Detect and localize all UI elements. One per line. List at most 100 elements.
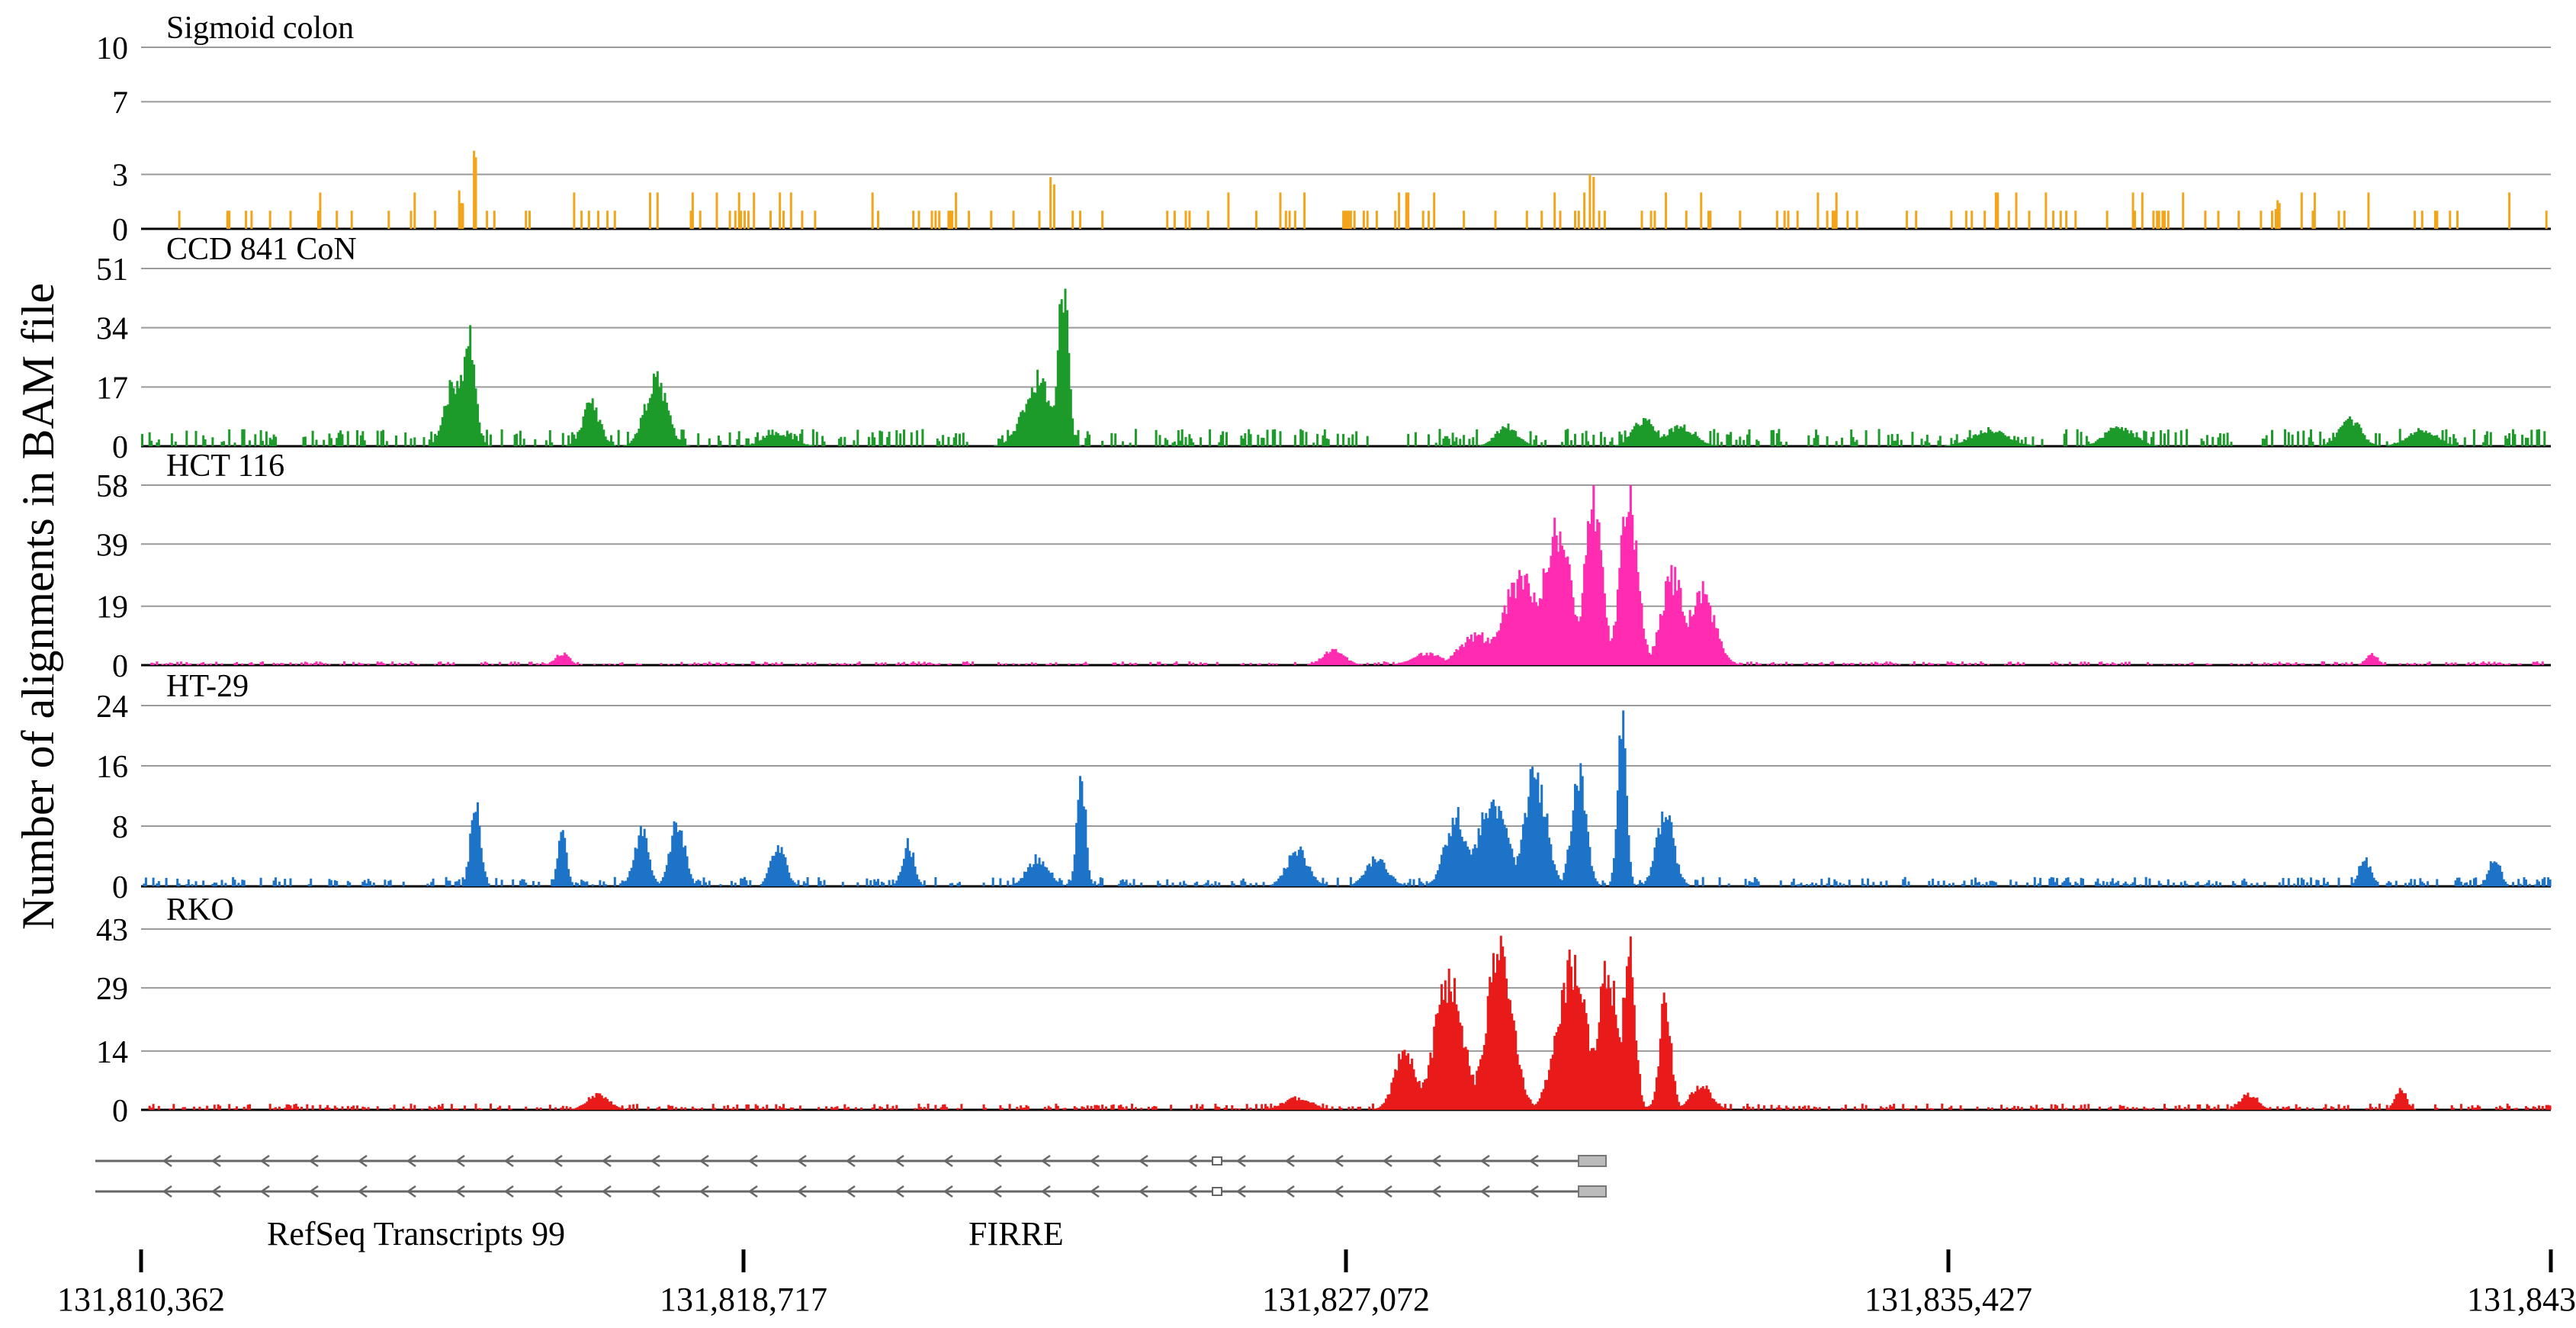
strand-arrow [1284, 1154, 1295, 1168]
strand-arrow [210, 1154, 221, 1168]
exon-box [1212, 1156, 1222, 1166]
strand-arrow [357, 1185, 368, 1198]
y-tick-label: 8 [112, 810, 128, 845]
y-tick-label: 29 [96, 972, 128, 1007]
strand-arrow [1431, 1154, 1441, 1168]
strand-arrow [454, 1154, 465, 1168]
y-tick-label: 16 [96, 750, 128, 785]
y-tick-label: 51 [96, 252, 128, 288]
strand-arrow [1382, 1154, 1392, 1168]
track-name: HT-29 [166, 669, 249, 704]
track-name: HCT 116 [166, 449, 284, 484]
x-tick-label: 131,835,427 [1865, 1281, 2032, 1318]
strand-arrow [991, 1185, 1002, 1198]
y-tick-label: 14 [96, 1035, 128, 1070]
transcript-end [1578, 1155, 1607, 1167]
strand-arrow [1187, 1154, 1197, 1168]
strand-arrow [1187, 1185, 1197, 1198]
coverage-area [150, 485, 2544, 665]
strand-arrow [308, 1185, 319, 1198]
strand-arrow [650, 1154, 660, 1168]
strand-arrow [1284, 1185, 1295, 1198]
strand-arrow [991, 1154, 1002, 1168]
y-tick-label: 0 [112, 1094, 128, 1129]
y-tick-label: 39 [96, 528, 128, 563]
strand-arrow [552, 1154, 563, 1168]
y-tick-label: 7 [112, 85, 128, 121]
y-tick-label: 0 [112, 870, 128, 905]
x-tick-label: 131,818,717 [660, 1281, 827, 1318]
strand-arrow [796, 1185, 807, 1198]
strand-arrow [503, 1154, 514, 1168]
strand-arrow [503, 1185, 514, 1198]
strand-arrow [1089, 1185, 1100, 1198]
coverage-area [178, 150, 2548, 229]
strand-arrow [454, 1185, 465, 1198]
y-tick-label: 3 [112, 159, 128, 194]
strand-arrow [1235, 1185, 1246, 1198]
track-name: CCD 841 CoN [166, 232, 357, 267]
track-name: Sigmoid colon [166, 11, 354, 46]
track-ccd-841-con: 51 34 17 0 CCD 841 CoN [96, 232, 2551, 465]
y-tick-label: 34 [96, 312, 128, 347]
strand-arrow [210, 1185, 221, 1198]
coverage-area [143, 710, 2552, 886]
strand-arrow [1479, 1154, 1490, 1168]
strand-arrow [1382, 1185, 1392, 1198]
track-ht-29: 24 16 8 0 HT-29 [96, 669, 2552, 905]
strand-arrow [796, 1154, 807, 1168]
y-tick-label: 0 [112, 649, 128, 684]
strand-arrow [259, 1185, 270, 1198]
strand-arrow [1431, 1185, 1441, 1198]
strand-arrow [699, 1185, 709, 1198]
transcript-row [95, 1185, 1607, 1198]
gene-label-firre: FIRRE [968, 1215, 1064, 1252]
strand-arrow [1089, 1154, 1100, 1168]
strand-arrow [1040, 1185, 1051, 1198]
strand-arrow [699, 1154, 709, 1168]
y-tick-label: 24 [96, 690, 128, 725]
transcript-row [95, 1154, 1607, 1168]
y-tick-label: 43 [96, 913, 128, 948]
x-tick-label: 131,810,362 [57, 1281, 225, 1318]
strand-arrow [943, 1154, 953, 1168]
y-tick-label: 58 [96, 469, 128, 504]
strand-arrow [1528, 1154, 1539, 1168]
y-tick-label: 17 [96, 371, 128, 406]
strand-arrow [1138, 1185, 1148, 1198]
strand-arrow [1333, 1154, 1344, 1168]
strand-arrow [1528, 1185, 1539, 1198]
track-sigmoid-colon: 10 7 3 0 Sigmoid colon [96, 11, 2551, 248]
strand-arrow [308, 1154, 319, 1168]
y-tick-label: 19 [96, 590, 128, 625]
coverage-area [148, 935, 2552, 1110]
strand-arrow [894, 1185, 904, 1198]
strand-arrow [894, 1154, 904, 1168]
strand-arrow [601, 1154, 612, 1168]
y-tick-label: 0 [112, 213, 128, 248]
exon-box [1212, 1187, 1222, 1196]
y-tick-label: 10 [96, 31, 128, 66]
track-hct-116: 58 39 19 0 HCT 116 [96, 449, 2551, 684]
strand-arrow [552, 1185, 563, 1198]
strand-arrow [357, 1154, 368, 1168]
strand-arrow [1479, 1185, 1490, 1198]
refseq-transcripts [95, 1154, 1607, 1198]
strand-arrow [845, 1185, 856, 1198]
x-axis: 131,810,362 131,818,717 131,827,072 131,835… [57, 1249, 2576, 1318]
x-tick-label: 131,843,783 [2467, 1281, 2576, 1318]
y-tick-label: 0 [112, 430, 128, 465]
strand-arrow [406, 1154, 416, 1168]
strand-arrow [406, 1185, 416, 1198]
transcript-end [1578, 1185, 1607, 1198]
x-tick-label: 131,827,072 [1262, 1281, 1430, 1318]
strand-arrow [747, 1185, 758, 1198]
strand-arrow [1333, 1185, 1344, 1198]
strand-arrow [259, 1154, 270, 1168]
transcripts-label: RefSeq Transcripts 99 [267, 1215, 565, 1252]
coverage-tracks: 10 7 3 0 Sigmoid colon 51 34 17 0 CCD 841 CoN 58 39… [96, 11, 2552, 1129]
strand-arrow [747, 1154, 758, 1168]
strand-arrow [845, 1154, 856, 1168]
strand-arrow [1235, 1154, 1246, 1168]
